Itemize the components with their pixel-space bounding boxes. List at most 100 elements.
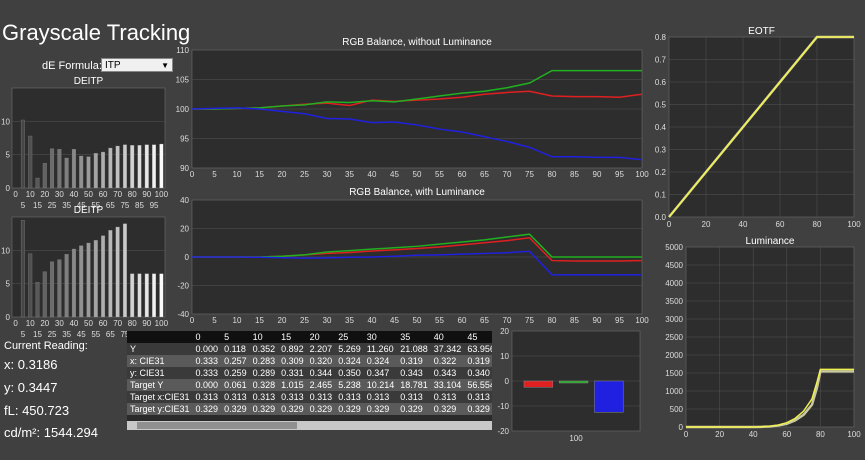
rgb-balance-lum-chart-xtick: 75 [525,316,534,325]
rgb-balance-chart-series-line [192,69,642,110]
rgb-balance-chart-series-line [191,107,643,161]
rgb-balance-chart-xtick: 55 [435,170,444,179]
de-chart-1-bar [35,177,40,189]
rgb-balance-chart-xtick: 50 [413,170,422,179]
rgb-balance-lum-chart-xtick: 30 [323,316,332,325]
luminance-chart-ytick: 4500 [665,261,683,270]
chevron-down-icon: ▼ [161,61,169,70]
rgb-balance-chart-xtick: 90 [593,170,602,179]
rgb-balance-lum-chart-xtick: 80 [548,316,557,325]
de-chart-1-bar [50,148,55,189]
rgb-balance-lum-chart-ytick: -20 [177,282,189,291]
table-row-label: Target y:CIE31 [127,403,193,415]
table-row: x: CIE31 0.333 0.257 0.283 0.309 0.320 0.324 0.… [127,355,492,367]
rgb-balance-chart-xtick: 0 [190,170,195,179]
de-chart-1-bar [101,151,106,189]
table-column-header: 45 [464,331,492,343]
table-cell: 0.313 [249,391,279,403]
eotf-chart-ytick: 0.4 [655,123,667,132]
table-row: Y 0.000 0.118 0.352 0.892 2.207 5.269 11.260 21.… [127,343,492,355]
de-chart-1-bar [79,155,84,189]
de-chart-2-bar [115,226,120,318]
table-cell: 11.260 [363,343,398,355]
table-scrollbar[interactable] [127,421,492,430]
table-row-label: y: CIE31 [127,367,193,379]
rgb-balance-chart-xtick: 15 [255,170,264,179]
rgb-balance-chart-ytick: 95 [180,135,189,144]
luminance-chart-ytick: 1000 [665,387,683,396]
table-cell: 0.329 [397,403,431,415]
rgb-balance-lum-chart-xtick: 90 [593,316,602,325]
table-cell: 0.000 [192,343,222,355]
rgb-balance-chart-xtick: 30 [323,170,332,179]
de-chart-1-ytick: 5 [6,151,11,160]
rgb-balance-lum-chart-xtick: 100 [635,316,649,325]
table-cell: 0.289 [249,367,279,379]
rgb-balance-chart-xtick: 10 [233,170,242,179]
de-chart-1-bar [144,144,149,189]
rgb-balance-chart-title: RGB Balance, without Luminance [342,37,492,48]
de-chart-1-bar [93,153,98,189]
rgb-balance-lum-chart-xtick: 10 [233,316,242,325]
table-cell: 0.118 [221,343,250,355]
de-chart-2-xtick: 100 [155,319,169,328]
table-cell: 0.313 [306,391,336,403]
de-chart-1-bar [28,135,33,189]
de-chart-2-xtick: 0 [13,319,18,328]
table-cell: 0.319 [397,355,431,367]
rgb-balance-chart-ytick: 90 [180,164,189,173]
table-cell: 0.347 [363,367,398,379]
rgb-balance-lum-chart-xtick: 15 [255,316,264,325]
eotf-chart-series-line [668,36,854,218]
table-cell: 2.207 [306,343,336,355]
rgb-balance-chart-ytick: 110 [176,46,189,55]
rgb-balance-chart-xtick: 40 [368,170,377,179]
de-chart-1-xtick: 65 [106,201,115,210]
rgb-balance-chart-xtick: 75 [525,170,534,179]
de-chart-2-xtick: 75 [120,330,129,339]
eotf-chart-xtick: 100 [847,220,861,229]
table-cell: 0.329 [464,403,492,415]
rgb-balance-lum-chart-xtick: 60 [458,316,467,325]
table-scrollbar-thumb[interactable] [137,422,297,429]
table-cell: 0.329 [335,403,364,415]
table-cell: 0.328 [249,379,279,391]
table-cell: 0.000 [192,379,222,391]
table-cell: 0.313 [464,391,492,403]
de-chart-2-xtick: 50 [84,319,93,328]
eotf-chart-xtick: 80 [813,220,822,229]
de-chart-2-bar [130,273,135,318]
luminance-chart-xtick: 60 [782,430,791,439]
de-chart-1-xtick: 35 [62,201,71,210]
luminance-chart-xtick: 100 [847,430,861,439]
table-cell: 10.214 [363,379,398,391]
eotf-chart-title: EOTF [748,26,775,37]
table-cell: 0.322 [430,355,465,367]
de-chart-2-bar [159,273,164,318]
eotf-chart-ytick: 0.2 [655,168,667,177]
table-row-label: Target x:CIE31 [127,391,193,403]
rgb-balance-lum-chart-xtick: 5 [212,316,217,325]
de-chart-1-bar [122,144,127,189]
rgb-balance-lum-chart-xtick: 35 [345,316,354,325]
de-chart-2-xtick: 30 [55,319,64,328]
de-formula-select[interactable]: ITP ▼ [101,58,173,72]
table-cell: 0.313 [363,391,398,403]
table-cell: 0.329 [430,403,465,415]
table-column-header: 10 [249,331,279,343]
de-chart-2-bar [86,242,91,318]
table-cell: 2.465 [306,379,336,391]
de-chart-2-xtick: 90 [142,319,151,328]
eotf-chart-ytick: 0.0 [655,213,667,222]
rgb-balance-lum-chart-xtick: 70 [503,316,512,325]
de-chart-2-bar [79,245,84,318]
table-row: Target x:CIE31 0.313 0.313 0.313 0.313 0.313 0… [127,391,492,403]
balance-bars-chart-xtick: 100 [569,434,583,443]
rgb-balance-lum-chart-ytick: 0 [185,253,190,262]
table-cell: 0.333 [192,367,222,379]
luminance-chart-xtick: 80 [816,430,825,439]
rgb-balance-chart-xtick: 60 [458,170,467,179]
de-chart-1-ytick: 10 [1,117,10,126]
luminance-chart-xtick: 20 [715,430,724,439]
rgb-balance-chart-xtick: 95 [615,170,624,179]
